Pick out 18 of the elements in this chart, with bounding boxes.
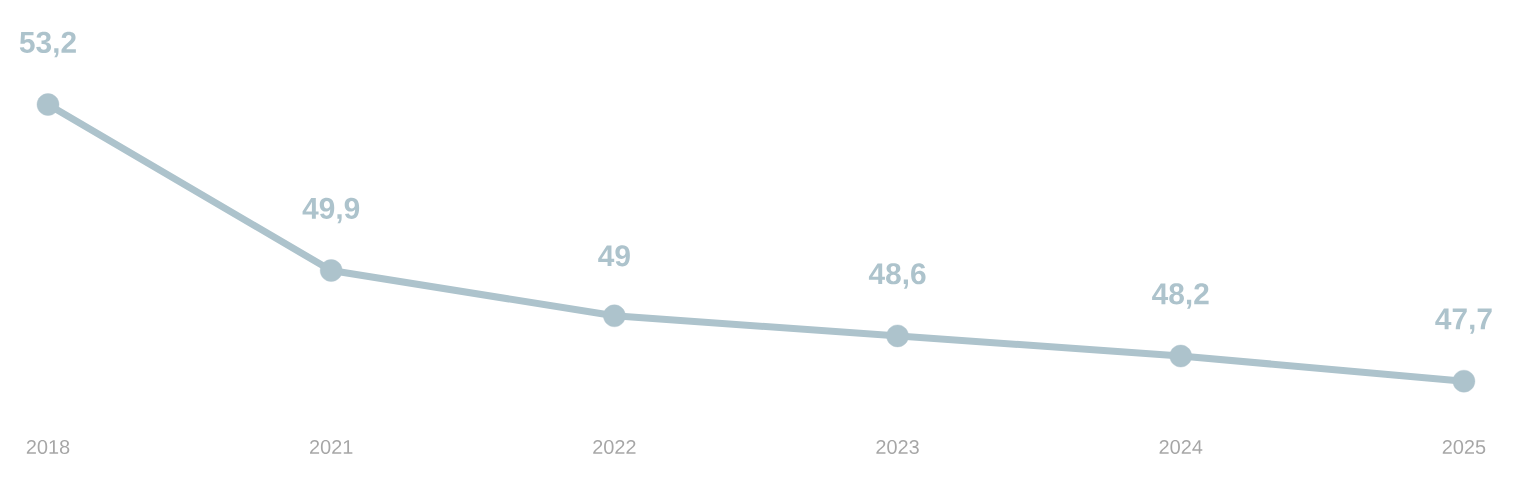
x-tick-label: 2024 (1159, 439, 1203, 455)
data-label: 48,2 (1152, 283, 1209, 309)
point (603, 304, 626, 327)
point (886, 324, 909, 348)
point (36, 93, 60, 116)
data-label: 49 (598, 245, 630, 267)
x-tick-label: 2025 (1442, 439, 1486, 455)
x-tick-label: 2023 (876, 439, 919, 455)
data-label: 48,6 (868, 263, 926, 289)
point (319, 259, 343, 282)
x-tick-label: 2021 (310, 439, 353, 455)
data-label: 47,7 (1435, 308, 1492, 334)
x-tick-label: 2022 (593, 439, 636, 455)
data-label: 53,2 (19, 31, 76, 58)
point (1169, 344, 1192, 368)
data-label: 49,9 (302, 197, 360, 224)
x-tick-label: 2018 (26, 439, 70, 455)
point (1452, 369, 1476, 393)
